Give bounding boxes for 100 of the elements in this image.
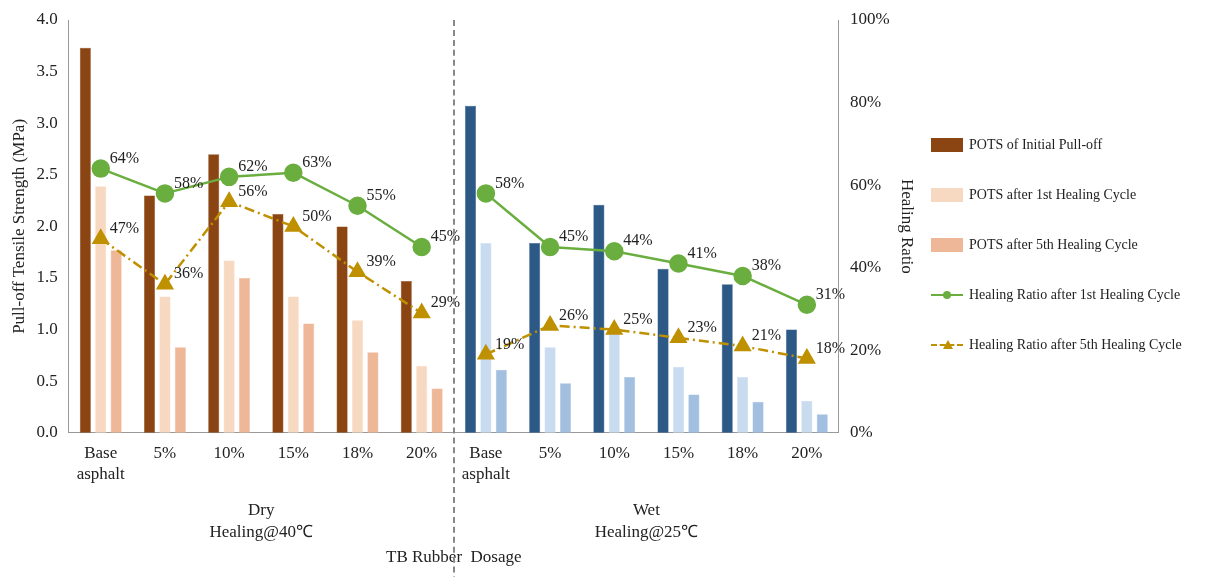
bar [287,296,299,433]
bar [400,281,412,433]
bar [672,366,685,433]
bar [238,278,251,433]
y-tick-label: 3.5 [36,61,58,81]
data-label: 18% [815,338,846,356]
data-label: 39% [366,252,396,270]
bar [624,377,636,433]
bar [351,320,364,433]
point [412,237,431,257]
point [91,159,110,178]
legend-label: POTS after 1st Healing Cycle [969,187,1137,203]
point [413,303,430,319]
bar [816,414,828,433]
data-label: 64% [109,148,140,166]
bar [79,47,91,433]
data-label: 45% [559,227,589,245]
point [220,192,238,207]
y-tick-label: 1.0 [36,319,58,339]
bar [208,154,220,433]
point [606,320,623,335]
bar [303,323,315,433]
legend-label: POTS of Initial Pull-off [969,137,1103,153]
x-tick-label: 18% [727,443,759,463]
point [476,184,496,203]
x-tick-label: Base asphalt [461,443,511,483]
x-axis-title: TB Rubber Dosage [386,547,522,567]
y-tick-label: 1.5 [36,267,58,287]
x-tick-label: 20% [406,443,438,463]
bar [737,377,749,433]
point [797,295,817,315]
data-label: 56% [238,181,268,199]
x-tick-label: 5% [538,443,562,463]
y2-axis-title: Healing Ratio [898,178,918,274]
data-label: 55% [366,185,396,203]
legend-label: POTS after 5th Healing Cycle [969,237,1138,253]
data-label: 38% [751,256,781,274]
y2-tick-label: 0% [849,422,873,442]
data-label: 45% [430,227,461,245]
bar [367,352,379,433]
data-label: 58% [173,173,204,191]
data-label: 26% [559,305,589,323]
bar [223,260,235,433]
data-label: 31% [815,285,846,303]
bar [174,347,186,433]
bar [416,365,428,433]
legend-label: Healing Ratio after 5th Healing Cycle [969,337,1182,353]
x-tick-label: 20% [791,443,823,463]
bar [785,329,797,433]
data-label: 44% [623,231,653,249]
point [156,274,174,290]
point [541,316,559,331]
y-tick-label: 4.0 [36,9,58,29]
data-label: 21% [751,326,781,344]
text: Wet Healing@25℃ [594,499,699,541]
y2-tick-label: 40% [849,257,882,277]
point [219,167,239,187]
bar [431,388,443,433]
y2-tick-label: 20% [849,339,882,359]
data-label: 23% [687,318,717,336]
bar [529,242,541,433]
y2-tick-label: 60% [849,174,882,194]
point [733,266,752,286]
data-label: 25% [623,309,653,327]
point [670,328,687,344]
point [92,229,109,245]
point [540,237,560,257]
bar [336,226,348,433]
point [155,184,175,203]
y2-tick-label: 100% [849,9,890,29]
bar [159,296,171,433]
y-tick-label: 0.5 [36,370,58,390]
data-label: 62% [238,157,268,175]
bar [559,383,572,433]
bar [544,347,556,433]
bar [143,195,156,433]
y-tick-label: 0.0 [36,422,58,442]
bar [657,268,669,433]
bar [110,250,122,433]
y-tick-label: 2.5 [36,164,58,184]
bar [801,400,813,433]
bar [688,394,700,433]
x-tick-label: Base asphalt [76,443,126,483]
point [605,241,624,261]
x-tick-label: 10% [213,443,245,463]
data-label: 41% [687,243,717,261]
bar [272,214,284,433]
x-tick-label: 18% [341,443,374,463]
data-label: 58% [494,173,525,191]
point [669,254,688,273]
bar [752,401,764,433]
bar [480,242,492,433]
x-tick-label: 5% [153,443,177,463]
point [798,349,816,364]
bar [95,186,107,433]
data-label: 47% [109,218,140,236]
point [477,345,495,360]
data-label: 36% [173,264,204,282]
bar [593,204,605,433]
y-axis-title: Pull-off Tensile Strength (MPa) [8,118,28,334]
